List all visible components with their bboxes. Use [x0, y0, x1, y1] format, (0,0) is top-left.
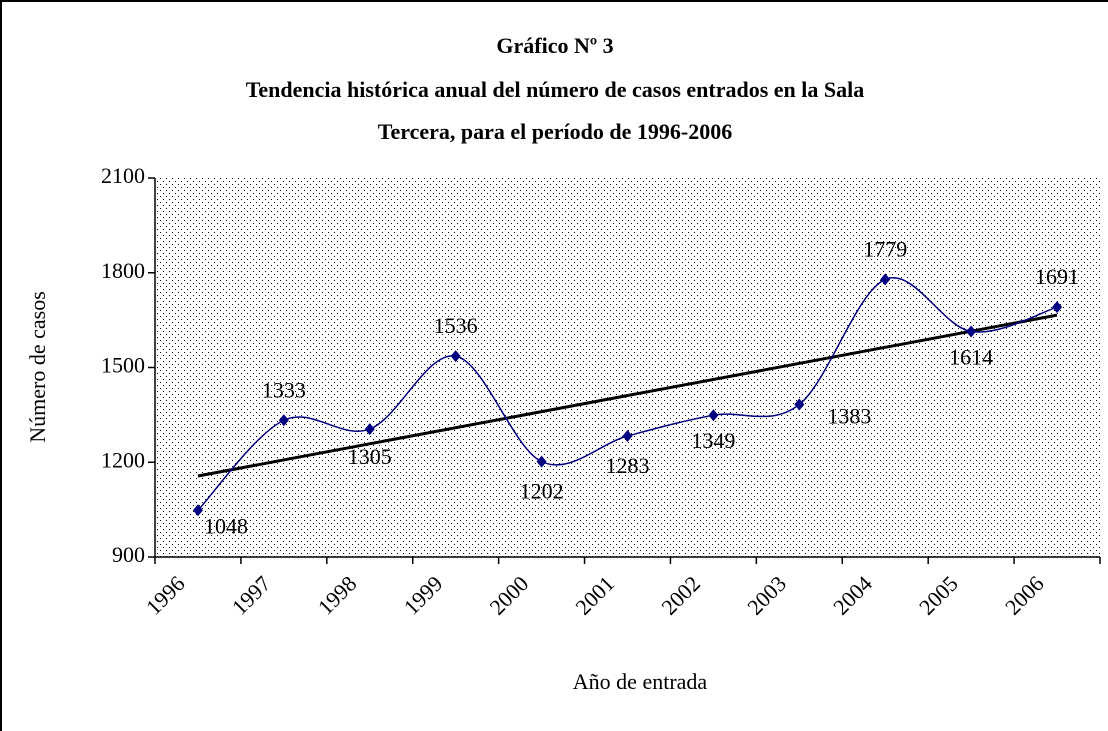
data-label: 1305: [348, 444, 392, 469]
y-axis-label: Número de casos: [25, 291, 50, 443]
marker: [450, 350, 461, 363]
x-tick-label: 2006: [1000, 571, 1049, 620]
x-tick-label: 2000: [485, 571, 534, 620]
data-label: 1383: [827, 403, 871, 428]
data-label: 1349: [691, 428, 735, 453]
x-tick-label: 1997: [227, 571, 276, 620]
marker: [364, 423, 375, 436]
data-label: 1202: [520, 479, 564, 504]
marker: [278, 414, 289, 427]
x-tick-label: 1999: [399, 571, 448, 620]
chart-title: Gráfico Nº 3: [496, 33, 613, 58]
data-label: 1048: [204, 513, 248, 538]
x-tick-label: 2001: [570, 571, 619, 620]
x-tick-label: 1998: [313, 571, 362, 620]
y-tick-label: 1800: [101, 258, 145, 283]
marker: [966, 325, 977, 338]
y-tick-label: 900: [112, 542, 145, 567]
data-label: 1691: [1035, 264, 1079, 289]
marker: [880, 273, 891, 286]
y-tick-label: 1500: [101, 353, 145, 378]
x-axis-label: Año de entrada: [573, 669, 708, 694]
marker: [794, 398, 805, 411]
data-label: 1333: [262, 377, 306, 402]
marker: [1052, 301, 1063, 314]
chart-title: Tendencia histórica anual del número de …: [246, 77, 865, 102]
marker: [192, 504, 203, 517]
data-label: 1536: [434, 313, 478, 338]
y-tick-label: 2100: [101, 163, 145, 188]
x-tick-label: 2005: [914, 571, 963, 620]
plot-area: [155, 178, 1100, 557]
data-label: 1614: [949, 345, 993, 370]
series-line: [197, 277, 1058, 511]
x-tick-label: 2003: [742, 571, 791, 620]
x-tick-label: 2004: [828, 571, 877, 620]
data-label: 1283: [606, 453, 650, 478]
data-label: 1779: [863, 236, 907, 261]
x-tick-label: 1996: [141, 571, 190, 620]
x-tick-label: 2002: [656, 571, 705, 620]
y-tick-label: 1200: [101, 447, 145, 472]
chart-title: Tercera, para el período de 1996-2006: [378, 119, 732, 144]
trend-line: [197, 313, 1058, 478]
marker: [536, 455, 547, 468]
marker: [708, 409, 719, 422]
marker: [622, 430, 633, 443]
